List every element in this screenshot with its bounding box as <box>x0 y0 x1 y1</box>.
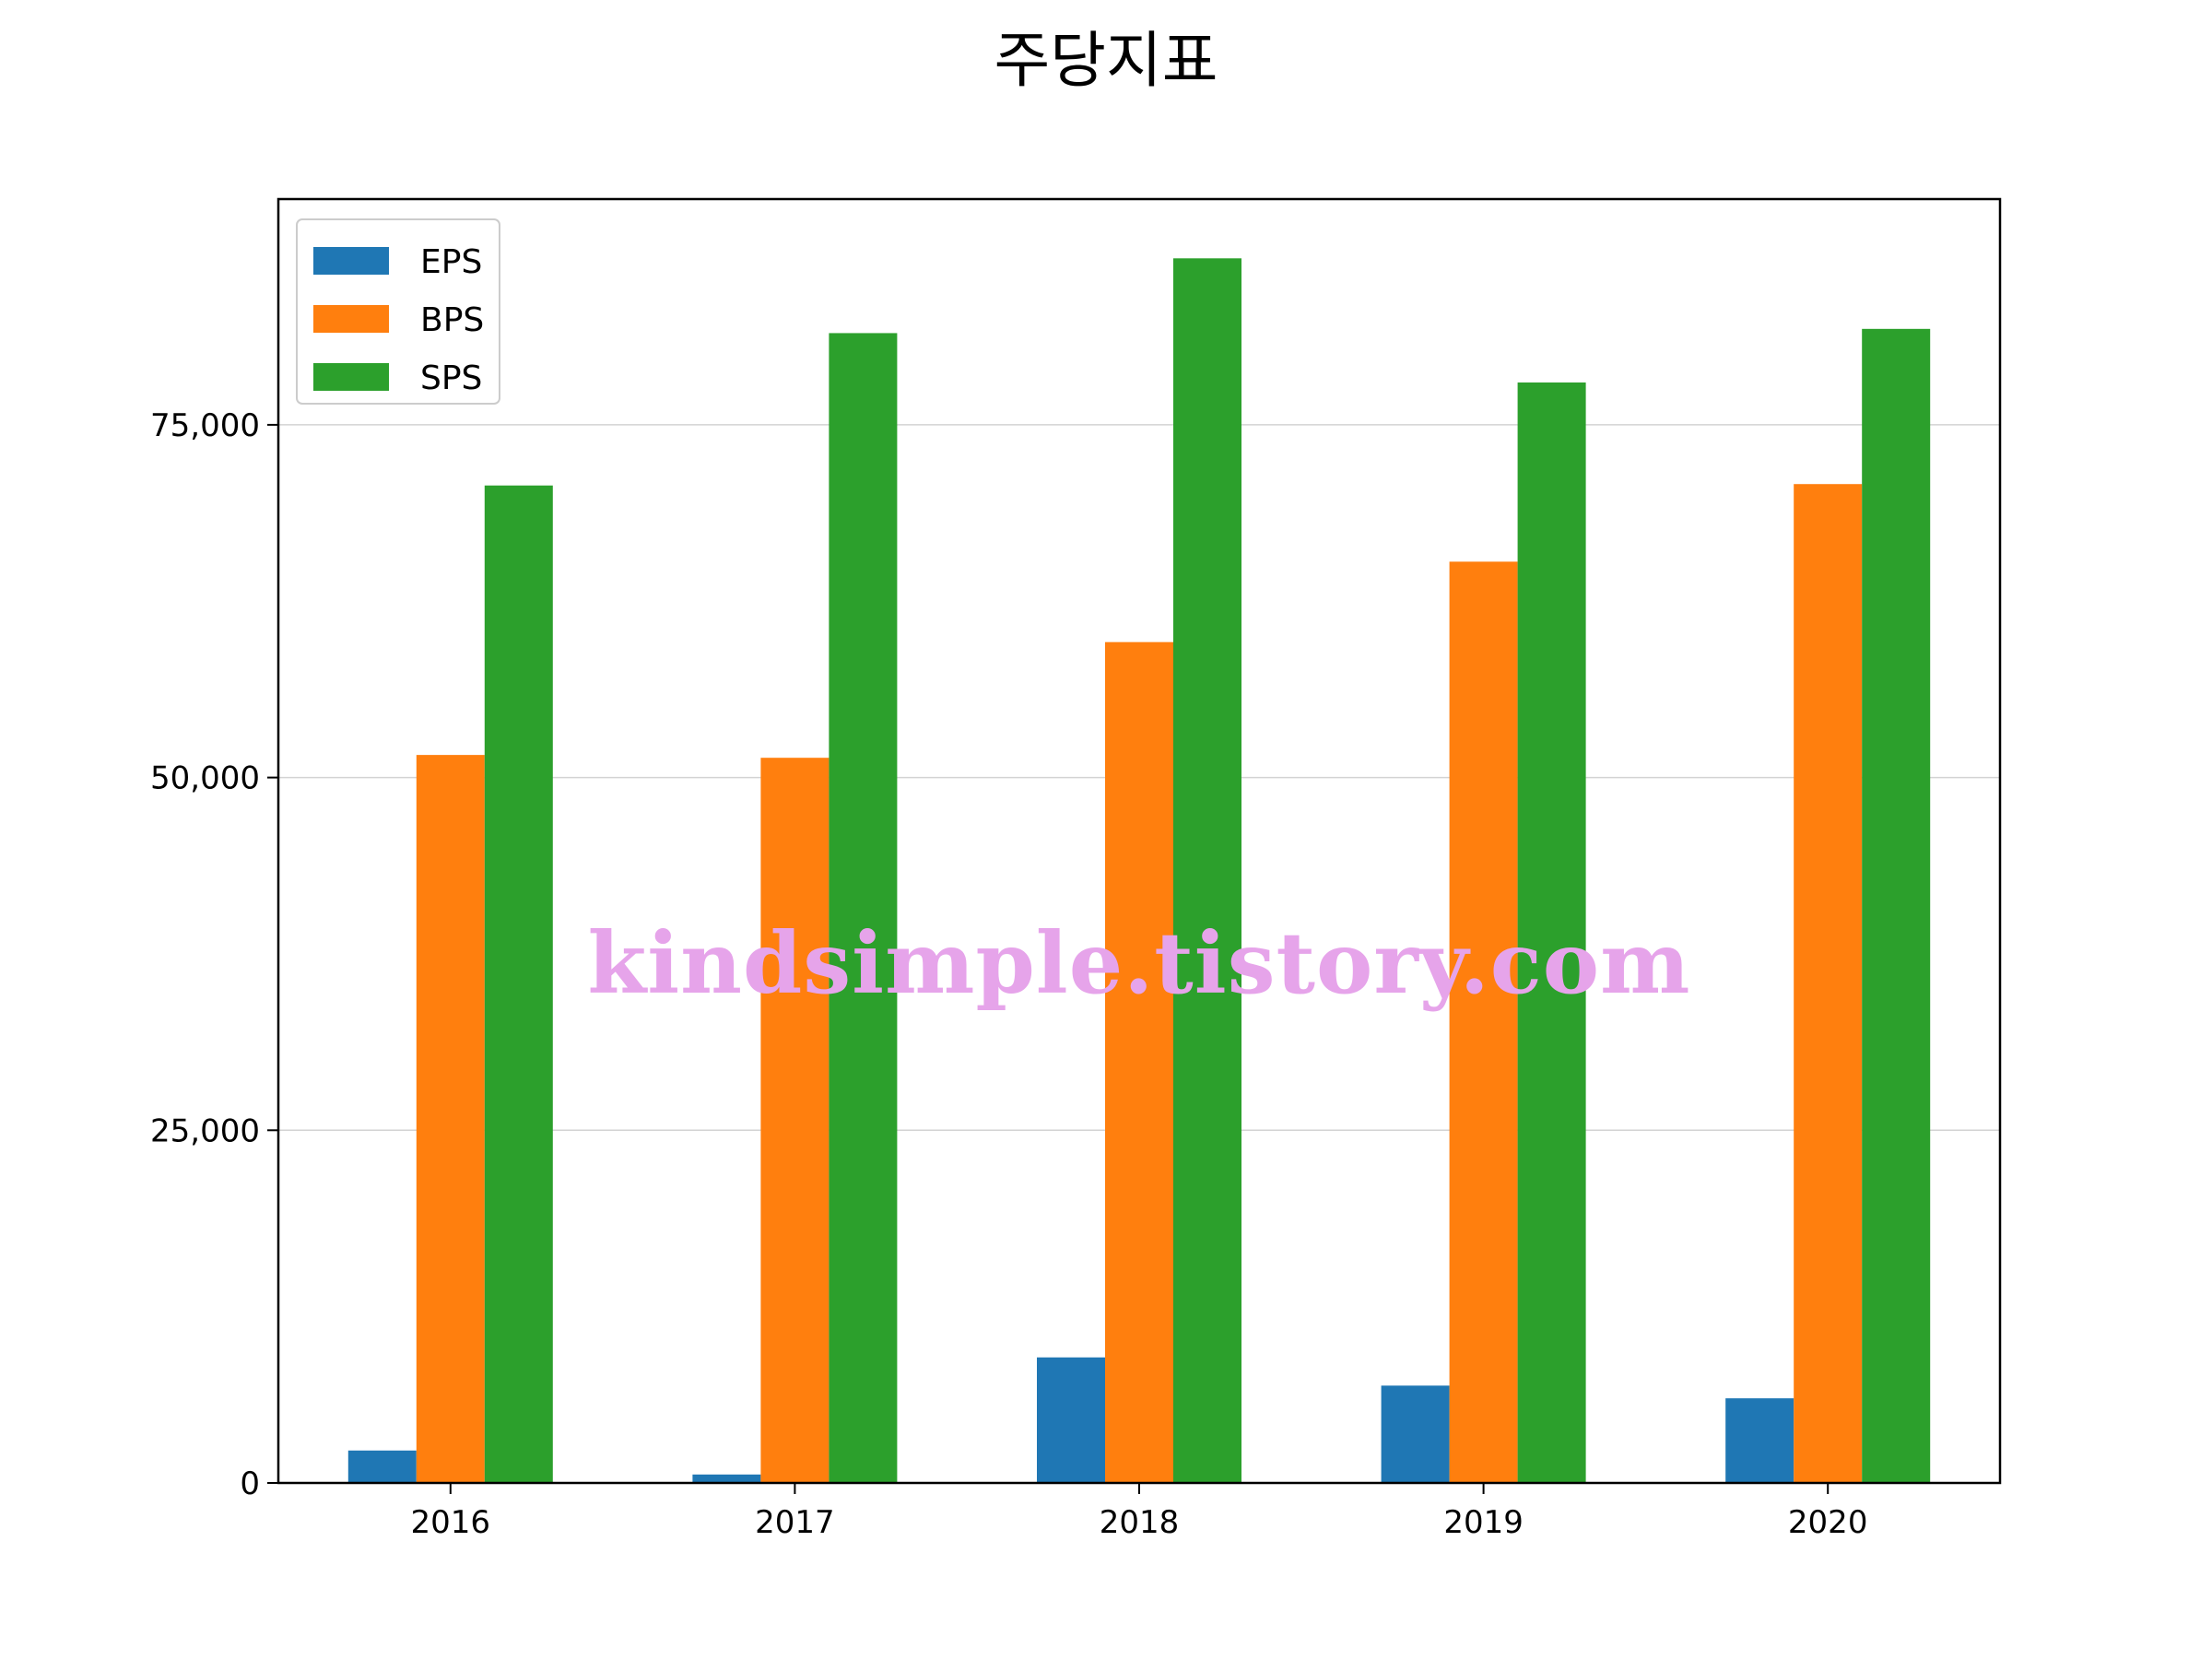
y-tick-label: 75,000 <box>150 407 260 444</box>
bar-bps-2016 <box>416 755 485 1483</box>
x-tick-label: 2020 <box>1788 1504 1868 1541</box>
bar-bps-2020 <box>1794 484 1863 1484</box>
legend-label-eps: EPS <box>420 243 482 281</box>
y-tick-label: 25,000 <box>150 1112 260 1149</box>
bar-sps-2018 <box>1173 258 1241 1484</box>
watermark: kindsimple.tistory.com <box>587 913 1690 1013</box>
bar-bps-2017 <box>760 758 830 1483</box>
x-tick-label: 2019 <box>1443 1504 1524 1541</box>
legend-label-bps: BPS <box>420 301 484 339</box>
bars <box>347 258 1931 1484</box>
x-tick-label: 2018 <box>1100 1504 1180 1541</box>
bar-sps-2020 <box>1862 328 1931 1483</box>
x-tick-label: 2017 <box>755 1504 835 1541</box>
x-axis: 2016 2017 2018 2019 2020 <box>411 1483 1868 1541</box>
bar-sps-2016 <box>484 485 553 1484</box>
bar-sps-2019 <box>1517 382 1586 1483</box>
y-tick-label: 50,000 <box>150 760 260 797</box>
chart-title: 주당지표 <box>994 25 1218 96</box>
legend-swatch-sps <box>313 363 389 391</box>
bar-eps-2020 <box>1725 1398 1794 1483</box>
bar-sps-2017 <box>829 333 898 1483</box>
bar-eps-2018 <box>1037 1357 1105 1483</box>
bar-bps-2018 <box>1105 641 1173 1483</box>
legend-label-sps: SPS <box>420 359 482 397</box>
y-axis: 0 25,000 50,000 75,000 <box>150 407 278 1502</box>
legend-swatch-bps <box>313 305 389 333</box>
bar-eps-2019 <box>1381 1385 1450 1483</box>
bar-bps-2019 <box>1449 561 1518 1483</box>
legend: EPS BPS SPS <box>296 218 500 405</box>
bar-eps-2016 <box>347 1450 417 1483</box>
bar-eps-2017 <box>692 1474 761 1483</box>
x-tick-label: 2016 <box>411 1504 491 1541</box>
legend-swatch-eps <box>313 247 389 275</box>
y-tick-label: 0 <box>240 1465 260 1502</box>
